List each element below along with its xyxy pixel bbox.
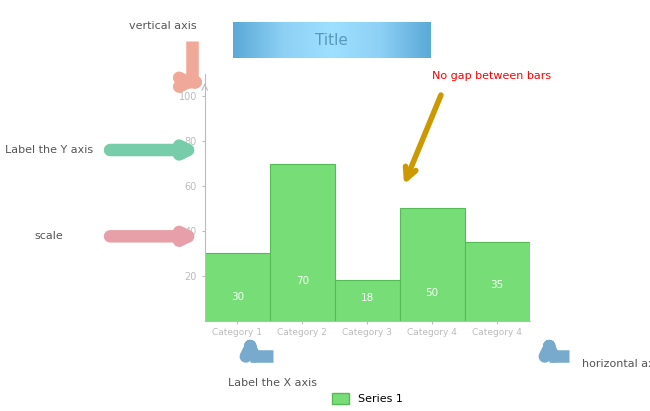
Text: No gap between bars: No gap between bars	[432, 71, 551, 81]
Bar	[400, 208, 465, 321]
Bar	[465, 242, 530, 321]
Bar	[270, 164, 335, 321]
Text: 70: 70	[296, 276, 309, 286]
Text: 35: 35	[491, 280, 504, 290]
Text: 50: 50	[426, 288, 439, 298]
Text: 18: 18	[361, 293, 374, 303]
Bar	[335, 280, 400, 321]
Text: vertical axis: vertical axis	[129, 21, 196, 30]
Bar	[205, 253, 270, 321]
Text: Label the Y axis: Label the Y axis	[5, 145, 93, 155]
Text: 30: 30	[231, 292, 244, 302]
Text: scale: scale	[34, 231, 63, 241]
Legend: Series 1: Series 1	[328, 388, 407, 409]
Text: horizontal axis: horizontal axis	[582, 359, 650, 369]
Text: Label the X axis: Label the X axis	[229, 378, 317, 388]
Text: Title: Title	[315, 32, 348, 48]
